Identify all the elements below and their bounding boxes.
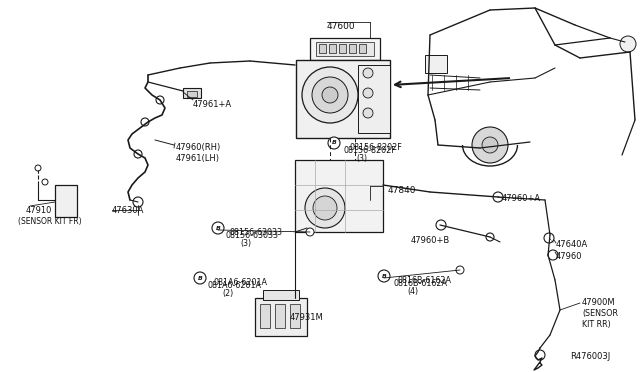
Text: 47840: 47840 [388, 186, 417, 195]
Text: B: B [332, 141, 337, 145]
Circle shape [312, 77, 348, 113]
Text: 47931M: 47931M [290, 313, 324, 322]
Circle shape [328, 137, 340, 149]
Bar [55, 185, 77, 217]
Circle shape [378, 270, 390, 282]
Bar [263, 290, 299, 300]
Text: 47910: 47910 [26, 206, 52, 215]
Text: 0816B-6162A: 0816B-6162A [398, 276, 452, 285]
Circle shape [313, 196, 337, 220]
Circle shape [486, 233, 494, 241]
Text: KIT RR): KIT RR) [582, 320, 611, 329]
Circle shape [302, 67, 358, 123]
Circle shape [194, 272, 206, 284]
Circle shape [306, 228, 314, 236]
Circle shape [535, 350, 545, 360]
Text: 47961+A: 47961+A [193, 100, 232, 109]
Bar [339, 44, 346, 53]
Bar [187, 91, 197, 97]
Text: 08156-63033: 08156-63033 [230, 228, 283, 237]
Circle shape [436, 220, 446, 230]
Text: 47960+A: 47960+A [502, 194, 541, 203]
Bar [349, 44, 356, 53]
Bar [358, 65, 390, 133]
Bar [296, 60, 390, 138]
Bar [310, 38, 380, 60]
Circle shape [482, 137, 498, 153]
Circle shape [456, 266, 464, 274]
Circle shape [363, 108, 373, 118]
Text: 47960(RH): 47960(RH) [176, 143, 221, 152]
Text: 0816B-6162A: 0816B-6162A [393, 279, 447, 288]
Circle shape [133, 197, 143, 207]
Bar [425, 55, 447, 73]
Text: 081A6-6201A: 081A6-6201A [213, 278, 267, 287]
Text: B: B [198, 276, 202, 280]
Circle shape [35, 165, 41, 171]
Circle shape [548, 250, 558, 260]
Text: (SENSOR: (SENSOR [582, 309, 618, 318]
Text: 08156-63033: 08156-63033 [226, 231, 279, 240]
Text: (2): (2) [222, 289, 233, 298]
Circle shape [493, 192, 503, 202]
Circle shape [212, 222, 224, 234]
Bar [329, 44, 336, 53]
Circle shape [620, 36, 636, 52]
Text: 47960+B: 47960+B [411, 236, 451, 245]
Text: 08156-8202F: 08156-8202F [343, 146, 396, 155]
Circle shape [42, 179, 48, 185]
Bar [275, 304, 285, 328]
Circle shape [363, 88, 373, 98]
Circle shape [134, 150, 142, 158]
Circle shape [472, 127, 508, 163]
Text: 47640A: 47640A [556, 240, 588, 249]
Bar [260, 304, 270, 328]
Bar [316, 42, 374, 56]
Circle shape [544, 233, 554, 243]
Text: (3): (3) [356, 154, 367, 163]
Text: 47900M: 47900M [582, 298, 616, 307]
Text: 47630A: 47630A [112, 206, 145, 215]
Text: (4): (4) [407, 287, 418, 296]
Text: R476003J: R476003J [570, 352, 611, 361]
Bar [295, 160, 383, 232]
Text: 08156-8202F: 08156-8202F [349, 143, 402, 152]
Bar [183, 88, 201, 98]
Text: B: B [381, 273, 387, 279]
Text: (3): (3) [240, 239, 251, 248]
Circle shape [156, 96, 164, 104]
Text: (SENSOR KIT FR): (SENSOR KIT FR) [18, 217, 82, 226]
Text: B: B [216, 225, 220, 231]
Bar [359, 44, 366, 53]
Circle shape [363, 68, 373, 78]
Text: 081A6-6201A: 081A6-6201A [208, 281, 262, 290]
Bar [319, 44, 326, 53]
Circle shape [141, 118, 149, 126]
Text: 47960: 47960 [556, 252, 582, 261]
Bar [255, 298, 307, 336]
Circle shape [305, 188, 345, 228]
Bar [290, 304, 300, 328]
Text: 47600: 47600 [327, 22, 356, 31]
Text: 47961(LH): 47961(LH) [176, 154, 220, 163]
Circle shape [322, 87, 338, 103]
